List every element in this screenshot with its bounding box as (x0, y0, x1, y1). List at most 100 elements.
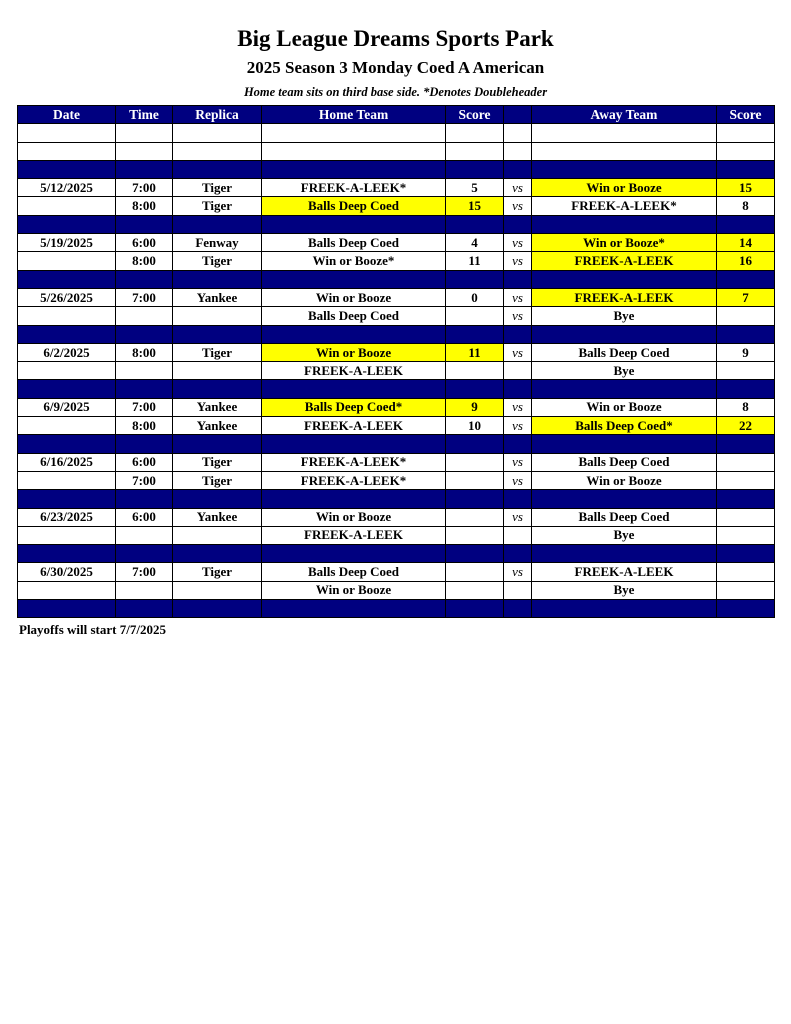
game-row: 5/12/2025 7:00 Tiger FREEK-A-LEEK* 5 vs Win or… (17, 178, 775, 198)
away-team-cell: Balls Deep Coed* (531, 416, 717, 436)
home-team-cell: Balls Deep Coed (261, 196, 446, 216)
separator-cell (115, 599, 173, 619)
schedule-table: Date Time Replica Home Team Score Away T… (17, 104, 775, 619)
vs-cell: vs (503, 178, 532, 198)
game-row: 6/30/2025 7:00 Tiger Balls Deep Coed vs FREEK… (17, 562, 775, 582)
separator-cell (445, 434, 504, 454)
game-row (17, 123, 775, 143)
separator-cell (445, 544, 504, 564)
away-team-cell: Bye (531, 306, 717, 326)
date-cell (17, 525, 116, 546)
vs-cell: vs (503, 233, 532, 253)
separator-cell (172, 324, 262, 344)
replica-cell: Tiger (172, 470, 262, 491)
away-team-cell (531, 141, 717, 161)
vs-cell: vs (503, 416, 532, 436)
vs-cell: vs (503, 507, 532, 527)
away-score-cell: 22 (716, 416, 775, 436)
vs-cell (503, 361, 532, 381)
separator-cell (115, 434, 173, 454)
separator-cell (445, 324, 504, 344)
home-team-cell: Balls Deep Coed* (261, 397, 446, 418)
col-vs (503, 104, 532, 125)
vs-cell: vs (503, 470, 532, 491)
separator-cell (503, 379, 532, 399)
replica-cell: Tiger (172, 178, 262, 198)
replica-cell (172, 525, 262, 546)
home-team-cell: FREEK-A-LEEK* (261, 452, 446, 472)
home-team-cell: FREEK-A-LEEK* (261, 470, 446, 491)
date-cell (17, 416, 116, 436)
separator-cell (716, 324, 775, 344)
separator-cell (115, 489, 173, 509)
separator-cell (115, 379, 173, 399)
game-row: 6/2/2025 8:00 Tiger Win or Booze 11 vs Balls D… (17, 342, 775, 363)
replica-cell (172, 361, 262, 381)
week-separator-row (17, 489, 775, 509)
away-team-cell: Bye (531, 361, 717, 381)
separator-cell (172, 214, 262, 235)
time-cell (115, 141, 173, 161)
separator-cell (261, 434, 446, 454)
replica-cell: Tiger (172, 251, 262, 271)
away-score-cell (716, 562, 775, 582)
away-team-cell: Win or Booze (531, 178, 717, 198)
week-separator-row (17, 214, 775, 235)
replica-cell (172, 123, 262, 143)
vs-cell: vs (503, 287, 532, 308)
replica-cell: Tiger (172, 342, 262, 363)
home-team-cell: FREEK-A-LEEK (261, 525, 446, 546)
away-score-cell (716, 141, 775, 161)
date-cell (17, 123, 116, 143)
away-team-cell: FREEK-A-LEEK (531, 562, 717, 582)
separator-cell (503, 324, 532, 344)
game-row: FREEK-A-LEEK Bye (17, 361, 775, 381)
separator-cell (17, 489, 116, 509)
home-score-cell (445, 525, 504, 546)
separator-cell (503, 269, 532, 289)
vs-cell: vs (503, 251, 532, 271)
game-row: FREEK-A-LEEK Bye (17, 525, 775, 546)
time-cell (115, 580, 173, 601)
away-score-cell: 9 (716, 342, 775, 363)
separator-cell (716, 544, 775, 564)
time-cell: 7:00 (115, 562, 173, 582)
home-team-cell (261, 123, 446, 143)
separator-cell (531, 379, 717, 399)
away-team-cell: FREEK-A-LEEK (531, 251, 717, 271)
away-score-cell (716, 470, 775, 491)
home-team-cell: Balls Deep Coed (261, 306, 446, 326)
separator-cell (261, 214, 446, 235)
week-separator-row (17, 544, 775, 564)
time-cell: 7:00 (115, 397, 173, 418)
separator-cell (261, 544, 446, 564)
home-score-cell (445, 123, 504, 143)
replica-cell: Yankee (172, 287, 262, 308)
col-date: Date (17, 104, 116, 125)
separator-cell (445, 379, 504, 399)
home-team-cell: FREEK-A-LEEK (261, 361, 446, 381)
schedule-note: Home team sits on third base side. *Deno… (243, 85, 548, 99)
date-cell (17, 196, 116, 216)
playoffs-note: Playoffs will start 7/7/2025 (19, 622, 166, 637)
week-separator-row (17, 324, 775, 344)
date-cell: 6/2/2025 (17, 342, 116, 363)
schedule-body: 5/12/2025 7:00 Tiger FREEK-A-LEEK* 5 vs Win or… (17, 123, 775, 619)
page-subtitle: 2025 Season 3 Monday Coed A American (246, 58, 545, 77)
time-cell (115, 123, 173, 143)
away-score-cell: 8 (716, 397, 775, 418)
home-score-cell: 9 (445, 397, 504, 418)
separator-cell (172, 379, 262, 399)
home-score-cell (445, 452, 504, 472)
separator-cell (17, 159, 116, 180)
separator-cell (531, 214, 717, 235)
separator-cell (503, 159, 532, 180)
separator-cell (445, 599, 504, 619)
time-cell: 6:00 (115, 233, 173, 253)
separator-cell (17, 269, 116, 289)
home-score-cell: 5 (445, 178, 504, 198)
away-score-cell: 8 (716, 196, 775, 216)
separator-cell (445, 214, 504, 235)
separator-cell (716, 159, 775, 180)
separator-cell (172, 434, 262, 454)
